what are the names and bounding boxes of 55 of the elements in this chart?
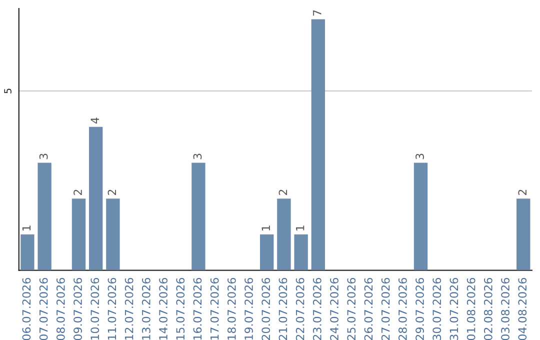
x-tick-label: 18.07.2026 xyxy=(227,278,236,340)
x-tick-label: 20.07.2026 xyxy=(262,278,270,340)
data-label: 2 xyxy=(278,190,288,195)
x-tick-label: 15.07.2026 xyxy=(176,278,185,340)
x-tick-label: 21.07.2026 xyxy=(278,278,288,340)
data-label: 2 xyxy=(518,190,526,195)
x-tick-label: 10.07.2026 xyxy=(90,278,100,340)
x-tick-label: 29.07.2026 xyxy=(416,278,424,340)
x-tick-label: 31.07.2026 xyxy=(450,278,458,340)
data-label: 2 xyxy=(108,190,116,195)
x-tick-label: 11.07.2026 xyxy=(108,278,116,340)
x-tick-label: 22.07.2026 xyxy=(296,278,304,340)
bar xyxy=(72,198,86,270)
x-tick-label: 04.08.2026 xyxy=(518,278,527,340)
bar xyxy=(38,162,52,270)
y-tick-label: 5 xyxy=(4,88,12,94)
data-label: 7 xyxy=(313,10,322,16)
data-label: 1 xyxy=(22,226,31,230)
data-label: 3 xyxy=(39,154,48,160)
data-label: 3 xyxy=(416,154,424,160)
bar xyxy=(106,198,120,270)
x-tick-label: 12.07.2026 xyxy=(124,278,134,340)
data-label: 4 xyxy=(90,118,99,124)
x-tick-label: 06.07.2026 xyxy=(22,278,31,340)
data-label: 3 xyxy=(193,154,202,160)
x-tick-label: 23.07.2026 xyxy=(312,278,322,340)
data-label: 2 xyxy=(74,190,82,195)
x-tick-label: 02.08.2026 xyxy=(484,278,492,340)
bar xyxy=(20,234,34,270)
x-tick-label: 19.07.2026 xyxy=(244,278,253,340)
x-tick-label: 01.08.2026 xyxy=(466,278,476,340)
bar xyxy=(311,19,325,270)
x-tick-label: 08.07.2026 xyxy=(56,278,65,340)
data-label: 1 xyxy=(262,226,270,230)
x-tick-label: 03.08.2026 xyxy=(501,278,510,340)
x-tick-label: 24.07.2026 xyxy=(330,278,338,340)
x-tick-label: 28.07.2026 xyxy=(398,278,407,340)
bar xyxy=(277,198,291,270)
bar xyxy=(414,162,428,270)
x-tick-label: 17.07.2026 xyxy=(210,278,219,340)
x-tick-label: 30.07.2026 xyxy=(432,278,442,340)
x-tick-label: 26.07.2026 xyxy=(364,278,373,340)
x-tick-label: 25.07.2026 xyxy=(347,278,356,340)
bar xyxy=(192,162,206,270)
x-tick-label: 07.07.2026 xyxy=(39,278,48,340)
x-tick-label: 27.07.2026 xyxy=(381,278,390,340)
bar xyxy=(89,126,103,270)
bar xyxy=(294,234,308,270)
x-tick-label: 14.07.2026 xyxy=(159,278,168,340)
bar xyxy=(260,234,274,270)
x-tick-label: 13.07.2026 xyxy=(142,278,150,340)
bar xyxy=(516,198,530,270)
x-tick-label: 09.07.2026 xyxy=(74,278,82,340)
x-tick-label: 16.07.2026 xyxy=(193,278,202,340)
data-label: 1 xyxy=(296,226,304,230)
